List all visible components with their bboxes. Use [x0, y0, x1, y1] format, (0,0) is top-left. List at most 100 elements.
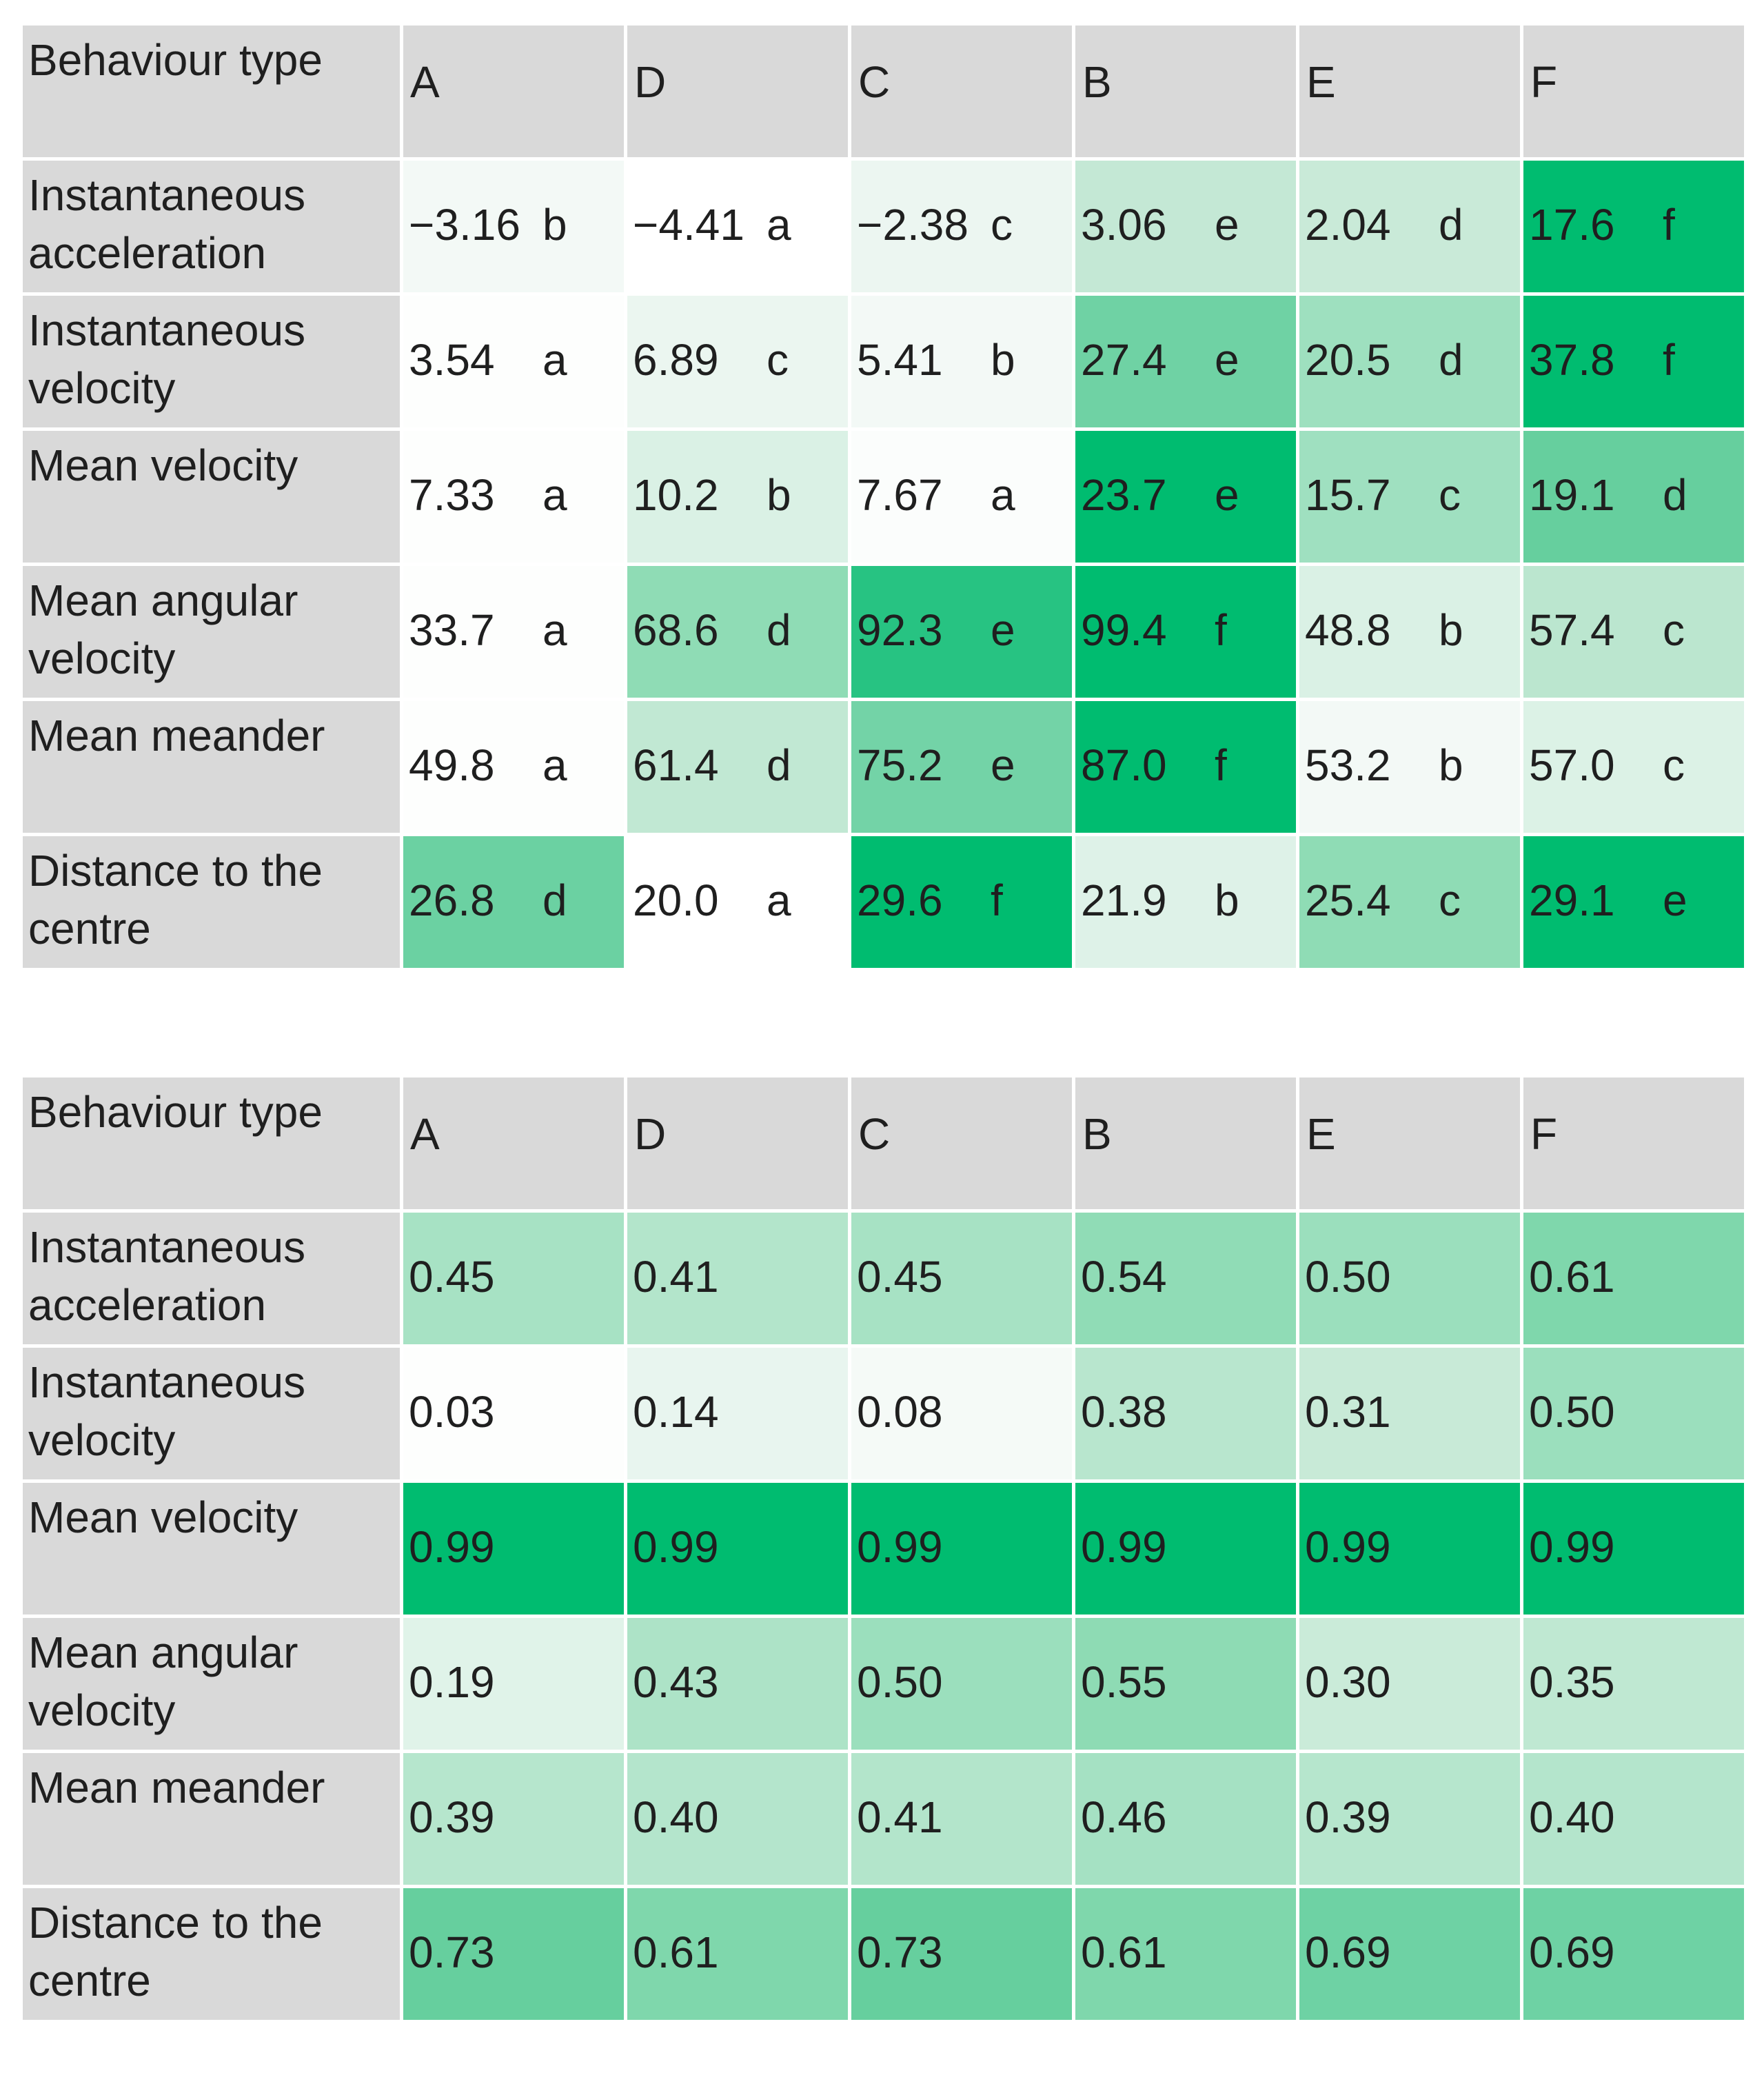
table-cell: −2.38 c [848, 157, 1075, 296]
cell-group-letter: e [1215, 469, 1239, 520]
table-row: Mean velocity 7.33 a 10.2 b 7.67 a 23.7 e 15.7 c 19… [19, 427, 1747, 566]
table-cell: 49.8 a [400, 698, 627, 836]
cell-value: 99.4 [1081, 605, 1167, 655]
column-header: A [400, 22, 627, 161]
table-cell: 0.99 [1520, 1479, 1747, 1618]
table-cell: 0.54 [1072, 1209, 1299, 1348]
table-row: Mean angular velocity 0.19 0.43 0.50 0.55 0.3… [19, 1615, 1747, 1753]
cell-group-letter: c [1439, 469, 1461, 520]
table-cell: 92.3 e [848, 563, 1075, 701]
table-cell: 0.31 [1296, 1344, 1523, 1483]
row-label: Mean meander [19, 1750, 403, 1888]
table-cell: 7.67 a [848, 427, 1075, 566]
corner-label: Behaviour type [19, 1074, 403, 1213]
row-label: Instantaneous velocity [19, 1344, 403, 1483]
cell-value: 92.3 [857, 605, 943, 655]
table-cell: 0.69 [1296, 1885, 1523, 2023]
cell-value: 7.33 [409, 469, 495, 520]
column-header: B [1072, 1074, 1299, 1213]
table-row: Instantaneous acceleration 0.45 0.41 0.45 0.… [19, 1209, 1747, 1348]
table-cell: 0.99 [624, 1479, 851, 1618]
cell-value: 3.06 [1081, 199, 1167, 250]
cell-value: 68.6 [633, 605, 719, 655]
table-cell: 75.2 e [848, 698, 1075, 836]
column-header: E [1296, 22, 1523, 161]
cell-value: −3.16 [409, 199, 520, 250]
table-cell: 0.19 [400, 1615, 627, 1753]
cell-group-letter: c [1439, 875, 1461, 925]
table-cell: 0.14 [624, 1344, 851, 1483]
row-label: Instantaneous velocity [19, 292, 403, 431]
table-cell: 0.35 [1520, 1615, 1747, 1753]
table-cell: 25.4 c [1296, 833, 1523, 971]
header-row: Behaviour type A D C B E F [19, 22, 1747, 161]
cell-group-letter: c [991, 199, 1013, 250]
cell-group-letter: a [991, 469, 1015, 520]
cell-group-letter: f [1215, 605, 1227, 655]
cell-group-letter: a [543, 469, 567, 520]
table-cell: 0.43 [624, 1615, 851, 1753]
cell-value: 15.7 [1305, 469, 1391, 520]
cell-value: −4.41 [633, 199, 744, 250]
table-cell: 0.61 [624, 1885, 851, 2023]
cell-group-letter: a [767, 199, 791, 250]
cell-value: 6.89 [633, 334, 719, 385]
row-label: Distance to the centre [19, 833, 403, 971]
table-cell: 27.4 e [1072, 292, 1299, 431]
table-cell: 48.8 b [1296, 563, 1523, 701]
cell-value: 87.0 [1081, 740, 1167, 790]
table-cell: 0.41 [624, 1209, 851, 1348]
row-label: Mean velocity [19, 1479, 403, 1618]
table-cell: 2.04 d [1296, 157, 1523, 296]
table-row: Mean velocity 0.99 0.99 0.99 0.99 0.99 0.99 [19, 1479, 1747, 1618]
cell-value: 53.2 [1305, 740, 1391, 790]
table-row: Instantaneous acceleration −3.16 b −4.41 a −2… [19, 157, 1747, 296]
cell-group-letter: c [1663, 605, 1685, 655]
cell-value: 26.8 [409, 875, 495, 925]
cell-group-letter: f [1663, 334, 1675, 385]
table-cell: 37.8 f [1520, 292, 1747, 431]
row-label: Mean angular velocity [19, 563, 403, 701]
cell-value: 27.4 [1081, 334, 1167, 385]
cell-value: 37.8 [1529, 334, 1615, 385]
table-cell: 21.9 b [1072, 833, 1299, 971]
table-cell: 87.0 f [1072, 698, 1299, 836]
table-row: Instantaneous velocity 0.03 0.14 0.08 0.38 0.… [19, 1344, 1747, 1483]
row-label: Distance to the centre [19, 1885, 403, 2023]
cell-group-letter: e [991, 740, 1015, 790]
cell-value: 57.4 [1529, 605, 1615, 655]
cell-group-letter: e [1663, 875, 1687, 925]
row-label: Mean angular velocity [19, 1615, 403, 1753]
table-cell: 19.1 d [1520, 427, 1747, 566]
corner-label: Behaviour type [19, 22, 403, 161]
table-cell: 0.41 [848, 1750, 1075, 1888]
row-label: Instantaneous acceleration [19, 1209, 403, 1348]
cell-value: 3.54 [409, 334, 495, 385]
table-cell: 0.99 [1296, 1479, 1523, 1618]
table-cell: 5.41 b [848, 292, 1075, 431]
table-cell: 0.45 [400, 1209, 627, 1348]
cell-group-letter: d [1439, 199, 1463, 250]
table-cell: 0.55 [1072, 1615, 1299, 1753]
table-cell: 0.39 [400, 1750, 627, 1888]
cell-group-letter: e [1215, 199, 1239, 250]
table-cell: 0.30 [1296, 1615, 1523, 1753]
cell-group-letter: d [543, 875, 567, 925]
row-label: Mean velocity [19, 427, 403, 566]
table-cell: 0.69 [1520, 1885, 1747, 2023]
cell-group-letter: d [1663, 469, 1687, 520]
column-header: F [1520, 22, 1747, 161]
cell-group-letter: d [1439, 334, 1463, 385]
table-cell: 68.6 d [624, 563, 851, 701]
table-cell: 0.46 [1072, 1750, 1299, 1888]
cell-group-letter: c [767, 334, 789, 385]
table-row: Mean angular velocity 33.7 a 68.6 d 92.3 e 99.4… [19, 563, 1747, 701]
table-cell: 29.6 f [848, 833, 1075, 971]
table-row: Distance to the centre 26.8 d 20.0 a 29.6 f 21.… [19, 833, 1747, 971]
table-cell: 0.99 [848, 1479, 1075, 1618]
column-header: D [624, 1074, 851, 1213]
cell-value: 29.1 [1529, 875, 1615, 925]
behaviour-stats-table-top: Behaviour type A D C B E F Instantaneous… [19, 22, 1747, 971]
cell-value: 33.7 [409, 605, 495, 655]
cell-group-letter: b [991, 334, 1015, 385]
